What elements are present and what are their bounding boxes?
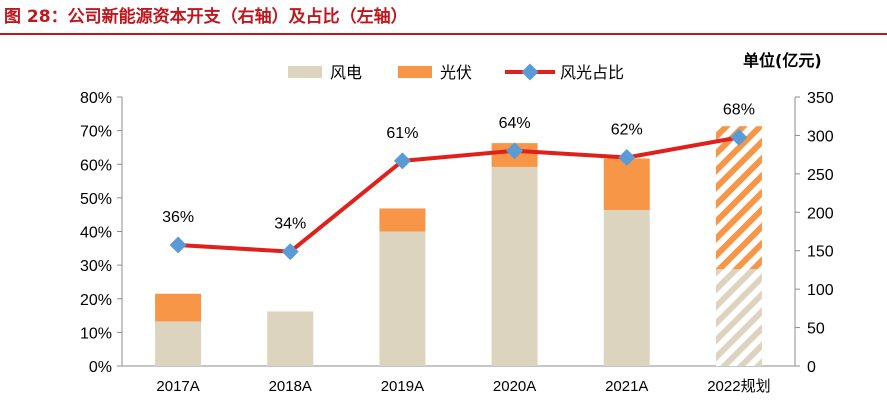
category-label: 2021A <box>605 378 648 395</box>
left-axis-tick-label: 60% <box>80 157 112 174</box>
share-data-label: 61% <box>386 125 418 142</box>
share-line-series: 36% 34% 61% 64% 62% 68% <box>162 101 755 261</box>
left-axis-tick-label: 30% <box>80 258 112 275</box>
left-axis-tick-label: 80% <box>80 90 112 107</box>
left-axis-tick-label: 40% <box>80 225 112 242</box>
bar-solar-2017A <box>155 293 202 322</box>
share-marker <box>506 142 524 160</box>
share-data-label: 64% <box>499 115 531 132</box>
legend-swatch-share-marker <box>521 63 539 81</box>
bar-wind-2018A <box>267 311 314 366</box>
bars <box>155 126 762 366</box>
share-data-label: 34% <box>274 216 306 233</box>
figure-title: 图 28：公司新能源资本开支（右轴）及占比（左轴） <box>4 7 408 27</box>
right-axis-tick-label: 150 <box>807 244 834 261</box>
category-labels: 2017A 2018A 2019A 2020A 2021A 2022规划 <box>156 378 770 395</box>
right-axis-unit-label: 单位(亿元) <box>743 51 822 70</box>
category-label: 2017A <box>156 378 199 395</box>
legend: 风电 光伏 风光占比 <box>288 63 624 82</box>
share-data-label: 62% <box>611 122 643 139</box>
category-label: 2019A <box>381 378 424 395</box>
legend-swatch-solar <box>398 66 432 78</box>
legend-label-share: 风光占比 <box>560 63 624 82</box>
share-marker <box>169 236 187 254</box>
bar-wind-2017A <box>155 321 202 366</box>
right-axis-tick-label: 250 <box>807 167 834 184</box>
left-axis-tick-label: 0% <box>89 359 112 376</box>
legend-swatch-wind <box>288 66 322 78</box>
left-axis-tick-label: 10% <box>80 325 112 342</box>
share-marker <box>730 128 748 146</box>
legend-label-wind: 风电 <box>330 63 362 82</box>
left-axis-tick-label: 20% <box>80 292 112 309</box>
category-label: 2018A <box>269 378 312 395</box>
right-axis-tick-label: 0 <box>807 359 816 376</box>
title-rule <box>0 33 887 35</box>
right-axis-tick-label: 300 <box>807 128 834 145</box>
category-label: 2022规划 <box>707 378 770 395</box>
share-marker <box>618 149 636 167</box>
right-axis-tick-label: 200 <box>807 205 834 222</box>
right-axis-tick-label: 350 <box>807 90 834 107</box>
bar-wind-2019A <box>379 231 426 366</box>
bar-wind-2021A <box>603 209 650 366</box>
left-axis-tick-label: 70% <box>80 124 112 141</box>
share-marker <box>393 152 411 170</box>
right-axis-tick-label: 100 <box>807 282 834 299</box>
bar-wind-2022规划 <box>715 269 762 366</box>
legend-label-solar: 光伏 <box>440 63 472 82</box>
left-axis-tick-label: 50% <box>80 191 112 208</box>
left-axis-ticks: 0% 10% 20% 30% 40% 50% 60% 70% 80% <box>80 90 122 376</box>
share-data-label: 36% <box>162 209 194 226</box>
share-line <box>177 135 740 254</box>
bar-solar-2021A <box>603 158 650 210</box>
bar-solar-2022规划 <box>715 126 762 270</box>
right-axis-tick-label: 50 <box>807 321 825 338</box>
category-label: 2020A <box>493 378 536 395</box>
right-axis-ticks: 0 50 100 150 200 250 300 350 <box>795 90 834 376</box>
bar-wind-2020A <box>491 166 538 366</box>
share-data-label: 68% <box>723 101 755 118</box>
bar-solar-2019A <box>379 208 426 232</box>
